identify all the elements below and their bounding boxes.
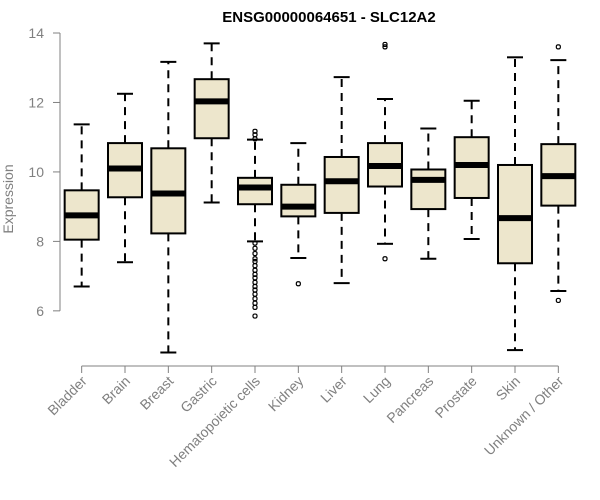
outlier-point: [382, 41, 388, 48]
box-group: [367, 41, 403, 262]
outlier-point: [252, 263, 258, 269]
x-tick-label: Breast: [137, 373, 177, 413]
outlier-point: [555, 297, 561, 304]
outlier-point: [252, 279, 258, 285]
box-group: [63, 123, 100, 288]
x-tick-label: Kidney: [265, 373, 307, 415]
outlier-point: [252, 287, 258, 293]
x-tick-label: Prostate: [432, 373, 480, 421]
outlier-point: [252, 132, 258, 138]
box-iqr: [410, 168, 447, 211]
box-group: [497, 56, 533, 352]
outlier-point: [252, 267, 258, 273]
box-iqr: [237, 176, 273, 206]
box-iqr: [193, 78, 230, 140]
outlier-point: [252, 245, 258, 251]
outlier-point: [252, 136, 258, 142]
box-iqr: [280, 183, 317, 218]
outlier-point: [252, 256, 258, 262]
x-tick-label: Liver: [317, 373, 350, 406]
outlier-point: [252, 300, 258, 306]
box-group: [280, 142, 317, 287]
y-tick-label: 14: [28, 25, 44, 41]
x-tick-label: Brain: [99, 373, 133, 407]
box-iqr: [497, 163, 533, 265]
outlier-point: [252, 291, 258, 297]
box-group: [410, 127, 447, 260]
outlier-point: [252, 250, 258, 257]
outlier-point: [252, 258, 258, 265]
outlier-point: [555, 44, 561, 50]
chart-title: ENSG00000064651 - SLC12A2: [222, 9, 435, 26]
x-tick-label: Pancreas: [383, 373, 436, 426]
y-tick-label: 12: [28, 94, 44, 110]
x-tick-label: Gastric: [177, 373, 220, 416]
boxes: [63, 41, 577, 354]
outlier-point: [295, 281, 301, 287]
outlier-point: [382, 44, 388, 50]
box-group: [150, 60, 187, 354]
outlier-point: [252, 275, 258, 281]
y-tick-label: 8: [36, 233, 44, 249]
y-axis-label: Expression: [0, 164, 16, 233]
outlier-point: [252, 296, 258, 302]
box-group: [540, 44, 577, 304]
box-iqr: [323, 155, 360, 214]
box-group: [237, 128, 273, 319]
outlier-point: [252, 304, 258, 310]
y-axis: 6 8 10 12 14: [28, 25, 61, 319]
x-tick-label: Lung: [360, 373, 393, 406]
outlier-point: [252, 240, 258, 246]
box-group: [323, 76, 360, 285]
box-group: [453, 99, 490, 240]
y-tick-label: 10: [28, 164, 44, 180]
box-group: [193, 42, 230, 204]
outlier-point: [252, 313, 258, 319]
y-tick-label: 6: [36, 303, 44, 319]
x-tick-label: Skin: [493, 373, 524, 404]
x-tick-label: Bladder: [44, 373, 90, 419]
x-tick-label: Unknown / Other: [481, 373, 567, 459]
outlier-point: [382, 256, 388, 262]
box-group: [107, 92, 143, 264]
